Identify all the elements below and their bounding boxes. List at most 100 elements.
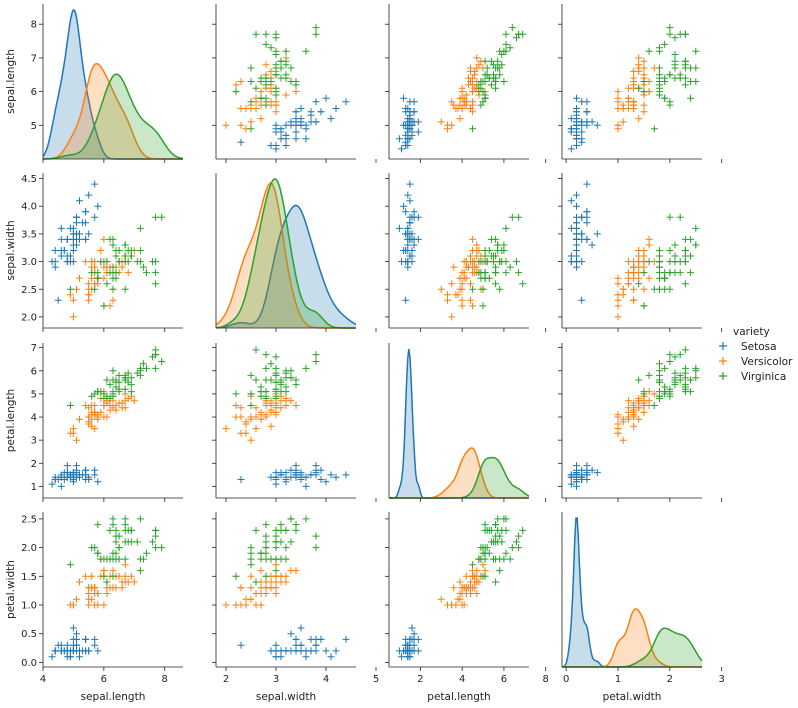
point-versicolor: [100, 235, 108, 243]
point-setosa: [406, 111, 414, 119]
point-virginica: [103, 376, 111, 384]
point-virginica: [640, 388, 648, 396]
point-virginica: [121, 285, 129, 293]
point-setosa: [51, 647, 59, 655]
point-virginica: [100, 572, 108, 580]
point-virginica: [481, 274, 489, 282]
point-virginica: [515, 30, 523, 38]
point-virginica: [475, 555, 483, 563]
point-versicolor: [630, 422, 638, 430]
point-versicolor: [277, 397, 285, 405]
point-setosa: [277, 471, 285, 479]
point-virginica: [502, 30, 510, 38]
point-versicolor: [630, 296, 638, 304]
point-virginica: [247, 390, 255, 398]
point-virginica: [97, 555, 105, 563]
point-virginica: [656, 395, 663, 402]
point-virginica: [282, 47, 290, 55]
point-versicolor: [458, 280, 466, 288]
point-setosa: [292, 471, 300, 479]
point-setosa: [272, 121, 280, 129]
point-versicolor: [247, 118, 255, 126]
point-virginica: [687, 78, 695, 85]
point-setosa: [593, 230, 601, 238]
point-virginica: [277, 376, 285, 384]
point-setosa: [583, 180, 591, 188]
point-setosa: [69, 624, 77, 632]
panel-petal-width-vs-sepal-length: 0.0 0.5 1.0 1.5 2.0 2.5 4 6 8: [21, 512, 183, 685]
point-virginica: [494, 64, 502, 72]
point-setosa: [410, 630, 418, 638]
point-virginica: [661, 78, 669, 85]
point-setosa: [292, 108, 300, 116]
point-versicolor: [91, 601, 99, 609]
point-virginica: [262, 395, 270, 402]
point-virginica: [500, 78, 508, 85]
point-setosa: [82, 208, 90, 216]
point-versicolor: [640, 397, 648, 405]
point-virginica: [490, 555, 497, 563]
point-virginica: [681, 235, 689, 243]
point-versicolor: [467, 296, 474, 304]
point-versicolor: [103, 590, 111, 597]
point-versicolor: [106, 406, 114, 414]
point-setosa: [573, 121, 580, 129]
kde-fill-versicolor: [562, 608, 702, 667]
point-virginica: [490, 74, 497, 82]
point-setosa: [63, 235, 71, 243]
point-setosa: [406, 197, 414, 205]
point-virginica: [666, 258, 674, 266]
point-virginica: [143, 364, 150, 372]
point-setosa: [91, 213, 99, 221]
point-virginica: [282, 526, 290, 534]
point-setosa: [79, 219, 87, 227]
point-versicolor: [103, 399, 111, 407]
point-versicolor: [76, 415, 83, 423]
point-virginica: [262, 40, 270, 48]
point-versicolor: [635, 61, 643, 69]
point-virginica: [262, 376, 270, 384]
point-versicolor: [614, 121, 622, 129]
point-setosa: [402, 296, 410, 304]
point-virginica: [152, 526, 160, 534]
point-virginica: [262, 572, 270, 580]
point-virginica: [681, 81, 689, 89]
point-versicolor: [473, 590, 481, 597]
point-virginica: [88, 392, 96, 400]
y-tick-label: 2: [31, 459, 37, 470]
point-setosa: [573, 135, 580, 143]
point-setosa: [398, 145, 405, 153]
point-versicolor: [462, 572, 470, 580]
point-virginica: [109, 549, 117, 557]
point-virginica: [635, 376, 643, 384]
point-versicolor: [635, 54, 643, 62]
x-axis-label-petal-length: petal.length: [427, 691, 490, 703]
point-virginica: [479, 285, 487, 293]
y-tick-label: 1.5: [21, 572, 37, 583]
point-virginica: [496, 285, 504, 293]
point-virginica: [692, 374, 700, 382]
point-versicolor: [467, 67, 474, 75]
point-setosa: [237, 476, 245, 483]
point-setosa: [287, 121, 295, 129]
point-setosa: [79, 647, 87, 655]
point-virginica: [666, 392, 674, 400]
point-virginica: [506, 263, 514, 271]
point-versicolor: [458, 302, 466, 310]
point-versicolor: [262, 584, 270, 592]
point-setosa: [573, 94, 580, 102]
point-virginica: [681, 280, 689, 288]
point-versicolor: [292, 88, 300, 96]
point-setosa: [578, 258, 586, 266]
point-virginica: [232, 572, 240, 580]
point-virginica: [498, 526, 506, 534]
point-versicolor: [69, 313, 77, 321]
point-setosa: [332, 105, 340, 112]
point-versicolor: [127, 572, 135, 580]
legend-title: variety: [733, 326, 770, 338]
point-virginica: [661, 390, 669, 398]
point-virginica: [656, 388, 663, 396]
point-setosa: [317, 108, 325, 116]
point-versicolor: [619, 418, 627, 426]
point-setosa: [76, 197, 83, 205]
